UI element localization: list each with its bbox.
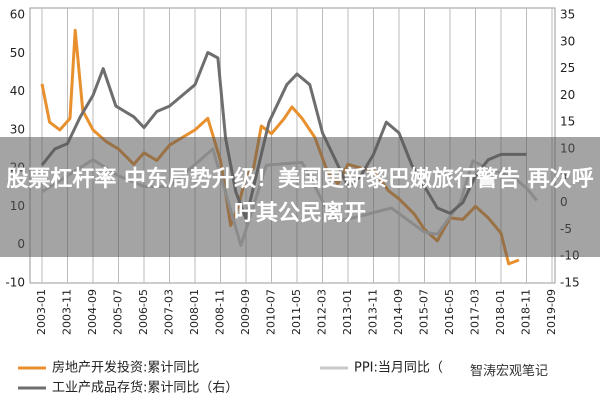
y2-tick-label: 25 [560, 61, 575, 75]
headline: 股票杠杆率 中东局势升级！美国更新黎巴嫩旅行警告 再次呼吁其公民离开 [6, 167, 594, 226]
y2-tick-label: 20 [560, 88, 575, 102]
watermark: 智涛宏观笔记 [470, 364, 549, 379]
x-tick-label: 2016-05 [443, 289, 456, 335]
x-tick-label: 2005-07 [112, 289, 125, 335]
y-tick-label: -10 [5, 276, 25, 290]
x-tick-label: 2004-09 [86, 289, 99, 335]
y2-tick-label: 30 [560, 34, 575, 48]
headline-banner: 股票杠杆率 中东局势升级！美国更新黎巴嫩旅行警告 再次呼吁其公民离开 [0, 137, 600, 257]
legend-label: PPI:当月同比（ [354, 361, 443, 376]
y2-tick-label: 35 [560, 8, 575, 22]
x-tick-label: 2006-05 [137, 289, 150, 335]
x-tick-label: 2009-09 [239, 289, 252, 335]
legend-label: 工业产成品存货:累计同比（右） [52, 380, 238, 396]
x-tick-label: 2008-11 [214, 289, 227, 335]
x-tick-label: 2014-09 [392, 289, 405, 335]
y-tick-label: 40 [10, 84, 25, 98]
x-tick-label: 2013-01 [341, 289, 354, 335]
x-tick-label: 2011-05 [290, 289, 303, 335]
y-tick-label: 30 [10, 122, 25, 136]
x-tick-label: 2003-11 [61, 289, 74, 335]
y-tick-label: 50 [10, 46, 25, 60]
y2-tick-label: -15 [560, 276, 580, 290]
x-tick-label: 2012-03 [316, 289, 329, 335]
y-tick-label: 60 [10, 8, 25, 22]
x-tick-label: 2017-03 [469, 289, 482, 335]
x-tick-label: 2007-03 [163, 289, 176, 335]
x-tick-label: 2003-01 [35, 289, 48, 335]
x-tick-label: 2019-09 [545, 289, 558, 335]
y2-tick-label: 15 [560, 115, 575, 129]
x-tick-label: 2013-11 [367, 289, 380, 335]
x-tick-label: 2018-11 [520, 289, 533, 335]
x-tick-label: 2018-01 [494, 289, 507, 335]
x-tick-label: 2010-07 [265, 289, 278, 335]
x-tick-label: 2015-07 [418, 289, 431, 335]
x-tick-label: 2008-01 [188, 289, 201, 335]
legend-label: 房地产开发投资:累计同比 [52, 360, 199, 376]
